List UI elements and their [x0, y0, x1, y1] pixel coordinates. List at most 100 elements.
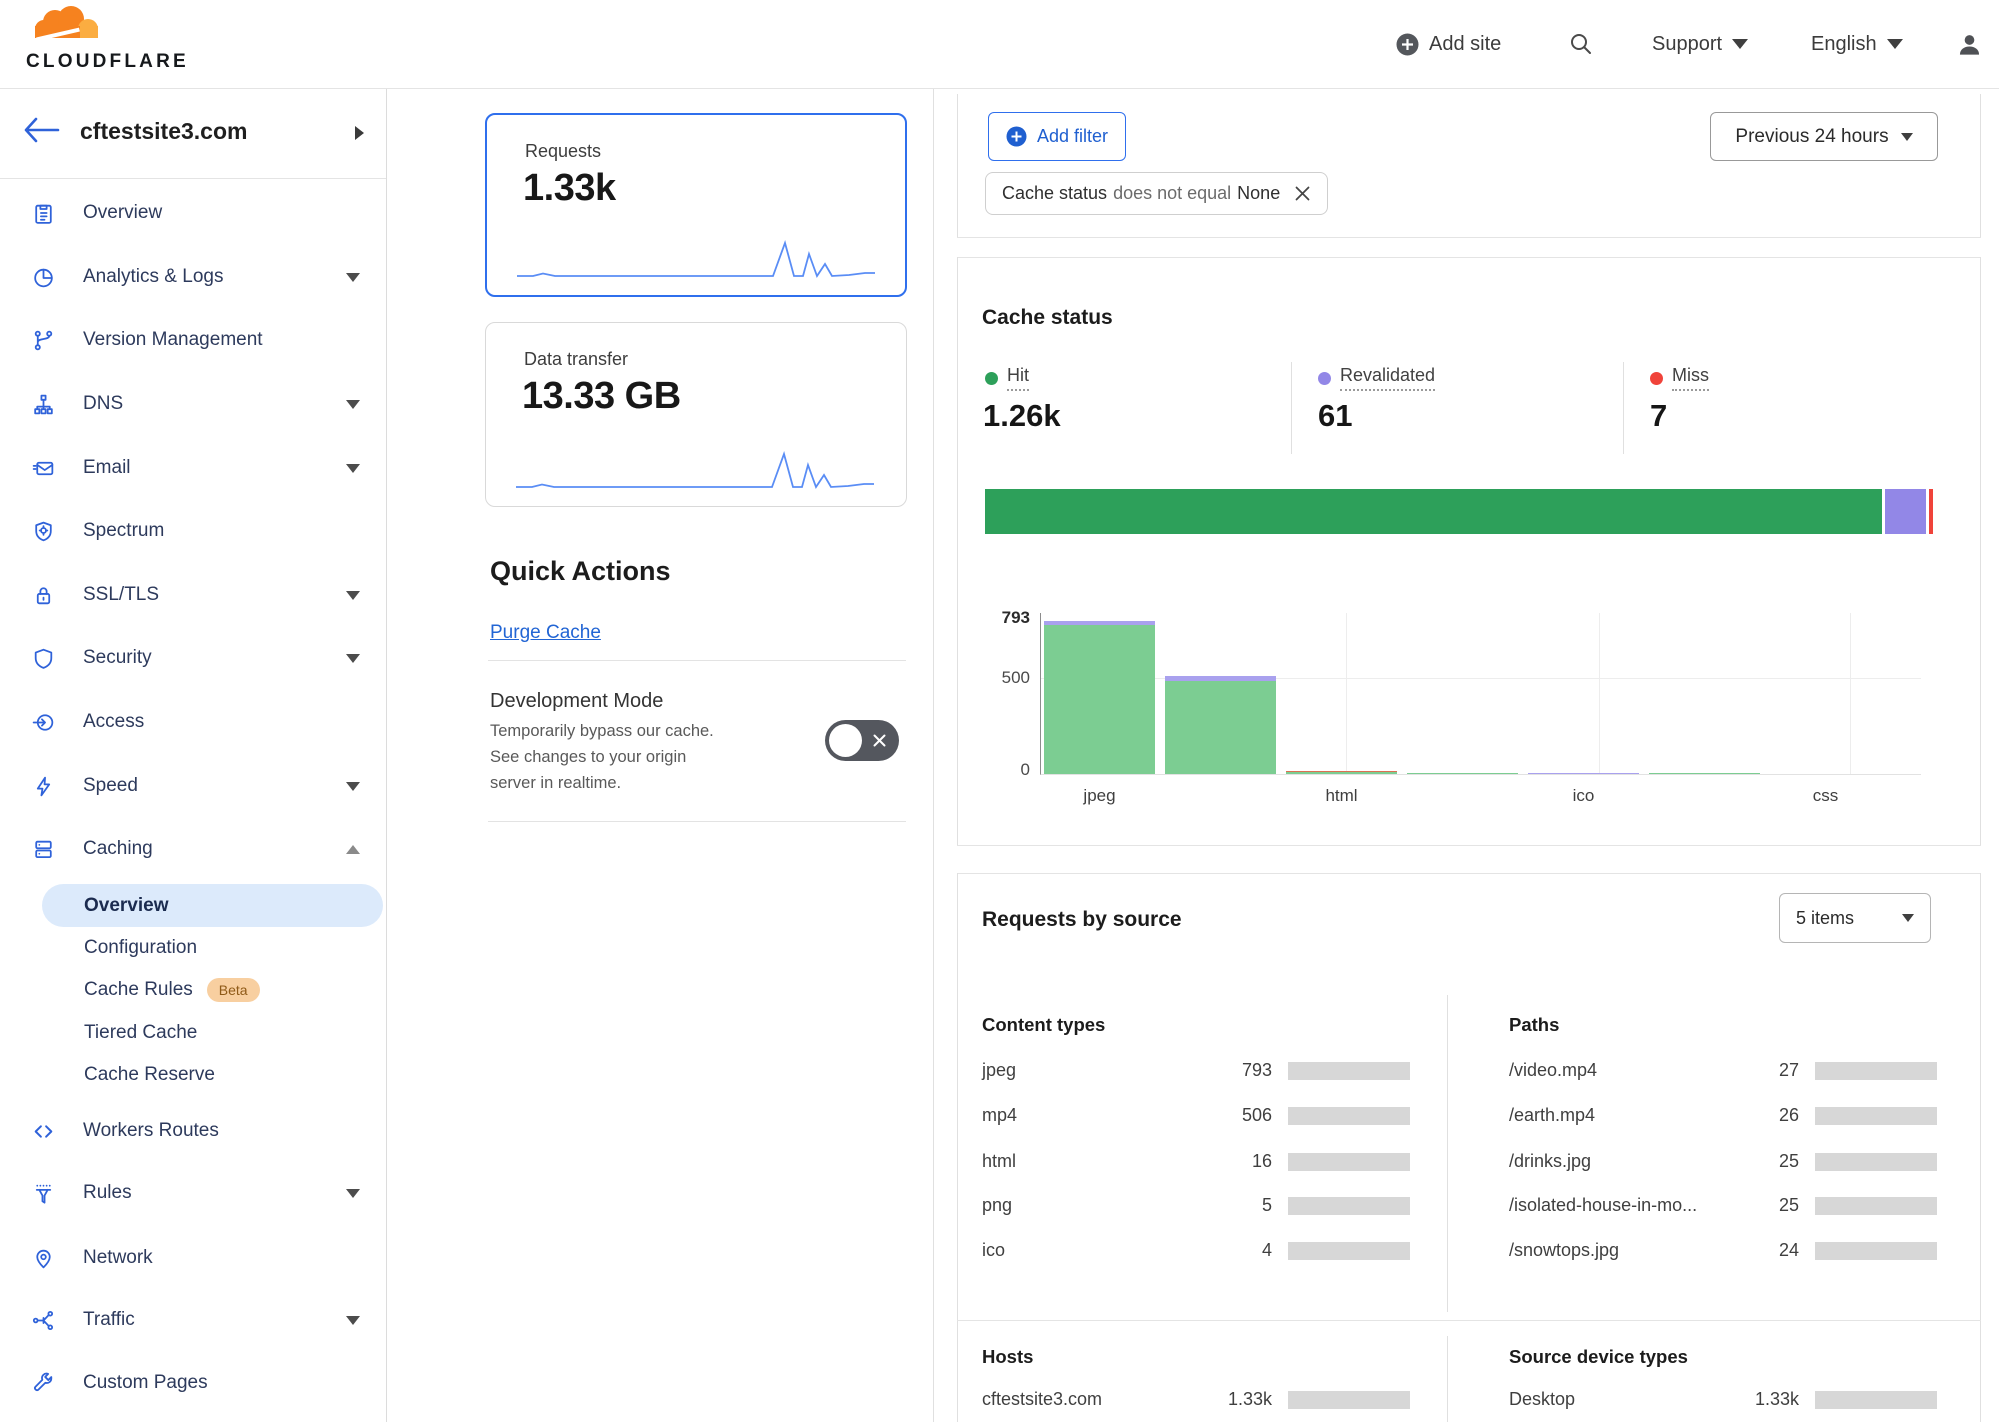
gridline	[1041, 678, 1921, 679]
mini-bar	[1288, 1391, 1410, 1409]
divider	[488, 821, 906, 822]
padlock-icon	[30, 582, 56, 608]
legend-revalidated: Revalidated	[1318, 365, 1436, 391]
filter-operator: does not equal	[1113, 183, 1232, 203]
sidebar-item-security[interactable]: Security	[0, 638, 386, 678]
development-mode-description: Temporarily bypass our cache. See change…	[490, 722, 714, 792]
miss-value: 7	[1650, 398, 1668, 433]
sidebar-item-overview[interactable]: Overview	[0, 193, 386, 233]
data-transfer-metric-card[interactable]: Data transfer 13.33 GB	[485, 322, 907, 507]
card-border	[957, 94, 958, 237]
account-menu[interactable]	[1956, 0, 1983, 88]
y-tick-793: 793	[1001, 608, 1030, 627]
revalidated-label[interactable]: Revalidated	[1340, 365, 1436, 391]
mini-bar	[1815, 1197, 1937, 1215]
legend-miss: Miss	[1650, 365, 1709, 391]
remove-filter-x-icon[interactable]	[1294, 185, 1311, 202]
table-row: /video.mp4 27	[1509, 1060, 1959, 1082]
sidebar-item-version-management[interactable]: Version Management	[0, 320, 386, 360]
mini-bar	[1815, 1107, 1937, 1125]
mini-bar	[1288, 1197, 1410, 1215]
cloudflare-logo[interactable]: CLOUDFLARE	[26, 5, 189, 73]
card-border	[957, 873, 1981, 874]
requests-by-source-title: Requests by source	[982, 908, 1182, 931]
sidebar-item-network[interactable]: Network	[0, 1238, 386, 1278]
search-icon	[1571, 34, 1591, 54]
card-border	[1980, 94, 1981, 237]
data-transfer-card-label: Data transfer	[524, 349, 629, 369]
funnel-icon	[30, 1180, 56, 1206]
chevron-down-icon	[1900, 132, 1913, 141]
chevron-down-icon	[346, 463, 360, 473]
table-row: /earth.mp4 26	[1509, 1105, 1959, 1127]
development-mode-title: Development Mode	[490, 690, 664, 712]
cloudflare-cloud-icon	[26, 6, 114, 45]
chevron-down-icon	[346, 653, 360, 663]
purge-cache-link[interactable]: Purge Cache	[490, 622, 601, 643]
revalidated-value: 61	[1318, 398, 1353, 433]
lightning-bolt-icon	[30, 773, 56, 799]
sidebar-item-access[interactable]: Access	[0, 702, 386, 742]
section-divider	[957, 1320, 1981, 1321]
sidebar-item-dns[interactable]: DNS	[0, 384, 386, 424]
support-menu[interactable]: Support	[1652, 0, 1749, 88]
card-border	[957, 845, 1981, 846]
site-name: cftestsite3.com	[80, 118, 248, 144]
sidebar-subitem-cache-rules[interactable]: Cache Rules Beta	[0, 972, 386, 1008]
sidebar-item-caching[interactable]: Caching	[0, 829, 386, 869]
table-row: png 5	[982, 1195, 1432, 1217]
pie-chart-icon	[30, 264, 56, 290]
requests-metric-card[interactable]: Requests 1.33k	[485, 113, 907, 297]
mini-bar	[1815, 1242, 1937, 1260]
card-border	[1980, 873, 1981, 1422]
sidebar-subitem-cache-reserve[interactable]: Cache Reserve	[84, 1064, 215, 1085]
table-row: Desktop 1.33k	[1509, 1389, 1959, 1411]
bars: jpeg html ico css	[1044, 621, 1891, 805]
sidebar-subitem-caching-overview[interactable]: Overview	[42, 884, 383, 927]
sidebar-item-analytics-logs[interactable]: Analytics & Logs	[0, 257, 386, 297]
envelope-icon	[30, 455, 56, 481]
hierarchy-icon	[30, 391, 56, 417]
site-switcher-chevron-icon[interactable]	[355, 126, 364, 140]
cache-status-bar-chart: jpeg html ico css	[1040, 613, 1921, 805]
gridline	[1346, 613, 1347, 774]
hit-label[interactable]: Hit	[1007, 365, 1029, 391]
time-range-select[interactable]: Previous 24 hours	[1710, 112, 1938, 161]
sidebar-subitem-configuration[interactable]: Configuration	[84, 937, 198, 958]
language-menu[interactable]: English	[1811, 0, 1903, 88]
card-border	[957, 257, 1981, 258]
table-row: jpeg 793	[982, 1060, 1432, 1082]
mini-bar	[1288, 1062, 1410, 1080]
items-count-select[interactable]: 5 items	[1779, 893, 1931, 943]
server-stack-icon	[30, 836, 56, 862]
badge-icon	[30, 518, 56, 544]
back-arrow-icon[interactable]	[22, 116, 62, 144]
hosts-header: Hosts	[982, 1346, 1034, 1367]
mini-bar	[1288, 1153, 1410, 1171]
beta-badge: Beta	[206, 978, 260, 1002]
add-site-button[interactable]: Add site	[1396, 0, 1501, 88]
sidebar-subitem-tiered-cache[interactable]: Tiered Cache	[84, 1022, 198, 1043]
sidebar-item-workers-routes[interactable]: Workers Routes	[0, 1111, 386, 1151]
mini-bar	[1288, 1107, 1410, 1125]
sidebar-item-custom-pages[interactable]: Custom Pages	[0, 1363, 386, 1403]
chevron-up-icon	[346, 844, 360, 854]
site-header: cftestsite3.com	[0, 88, 386, 179]
development-mode-toggle[interactable]	[825, 720, 899, 761]
add-filter-button[interactable]: Add filter	[988, 112, 1127, 161]
miss-dot-icon	[1650, 371, 1663, 385]
sidebar-item-rules[interactable]: Rules	[0, 1173, 386, 1213]
support-label: Support	[1652, 32, 1723, 55]
miss-label[interactable]: Miss	[1672, 365, 1709, 391]
sidebar-item-email[interactable]: Email	[0, 448, 386, 488]
code-brackets-icon	[30, 1118, 56, 1144]
sidebar-item-ssl-tls[interactable]: SSL/TLS	[0, 575, 386, 615]
share-network-icon	[30, 1307, 56, 1333]
toggle-knob	[829, 724, 862, 757]
plus-circle-icon	[1396, 33, 1419, 55]
search-button[interactable]	[1568, 0, 1594, 88]
sidebar: cftestsite3.com Overview Analytics & Log…	[0, 88, 387, 1422]
sidebar-item-traffic[interactable]: Traffic	[0, 1300, 386, 1340]
sidebar-item-spectrum[interactable]: Spectrum	[0, 511, 386, 551]
sidebar-item-speed[interactable]: Speed	[0, 766, 386, 806]
